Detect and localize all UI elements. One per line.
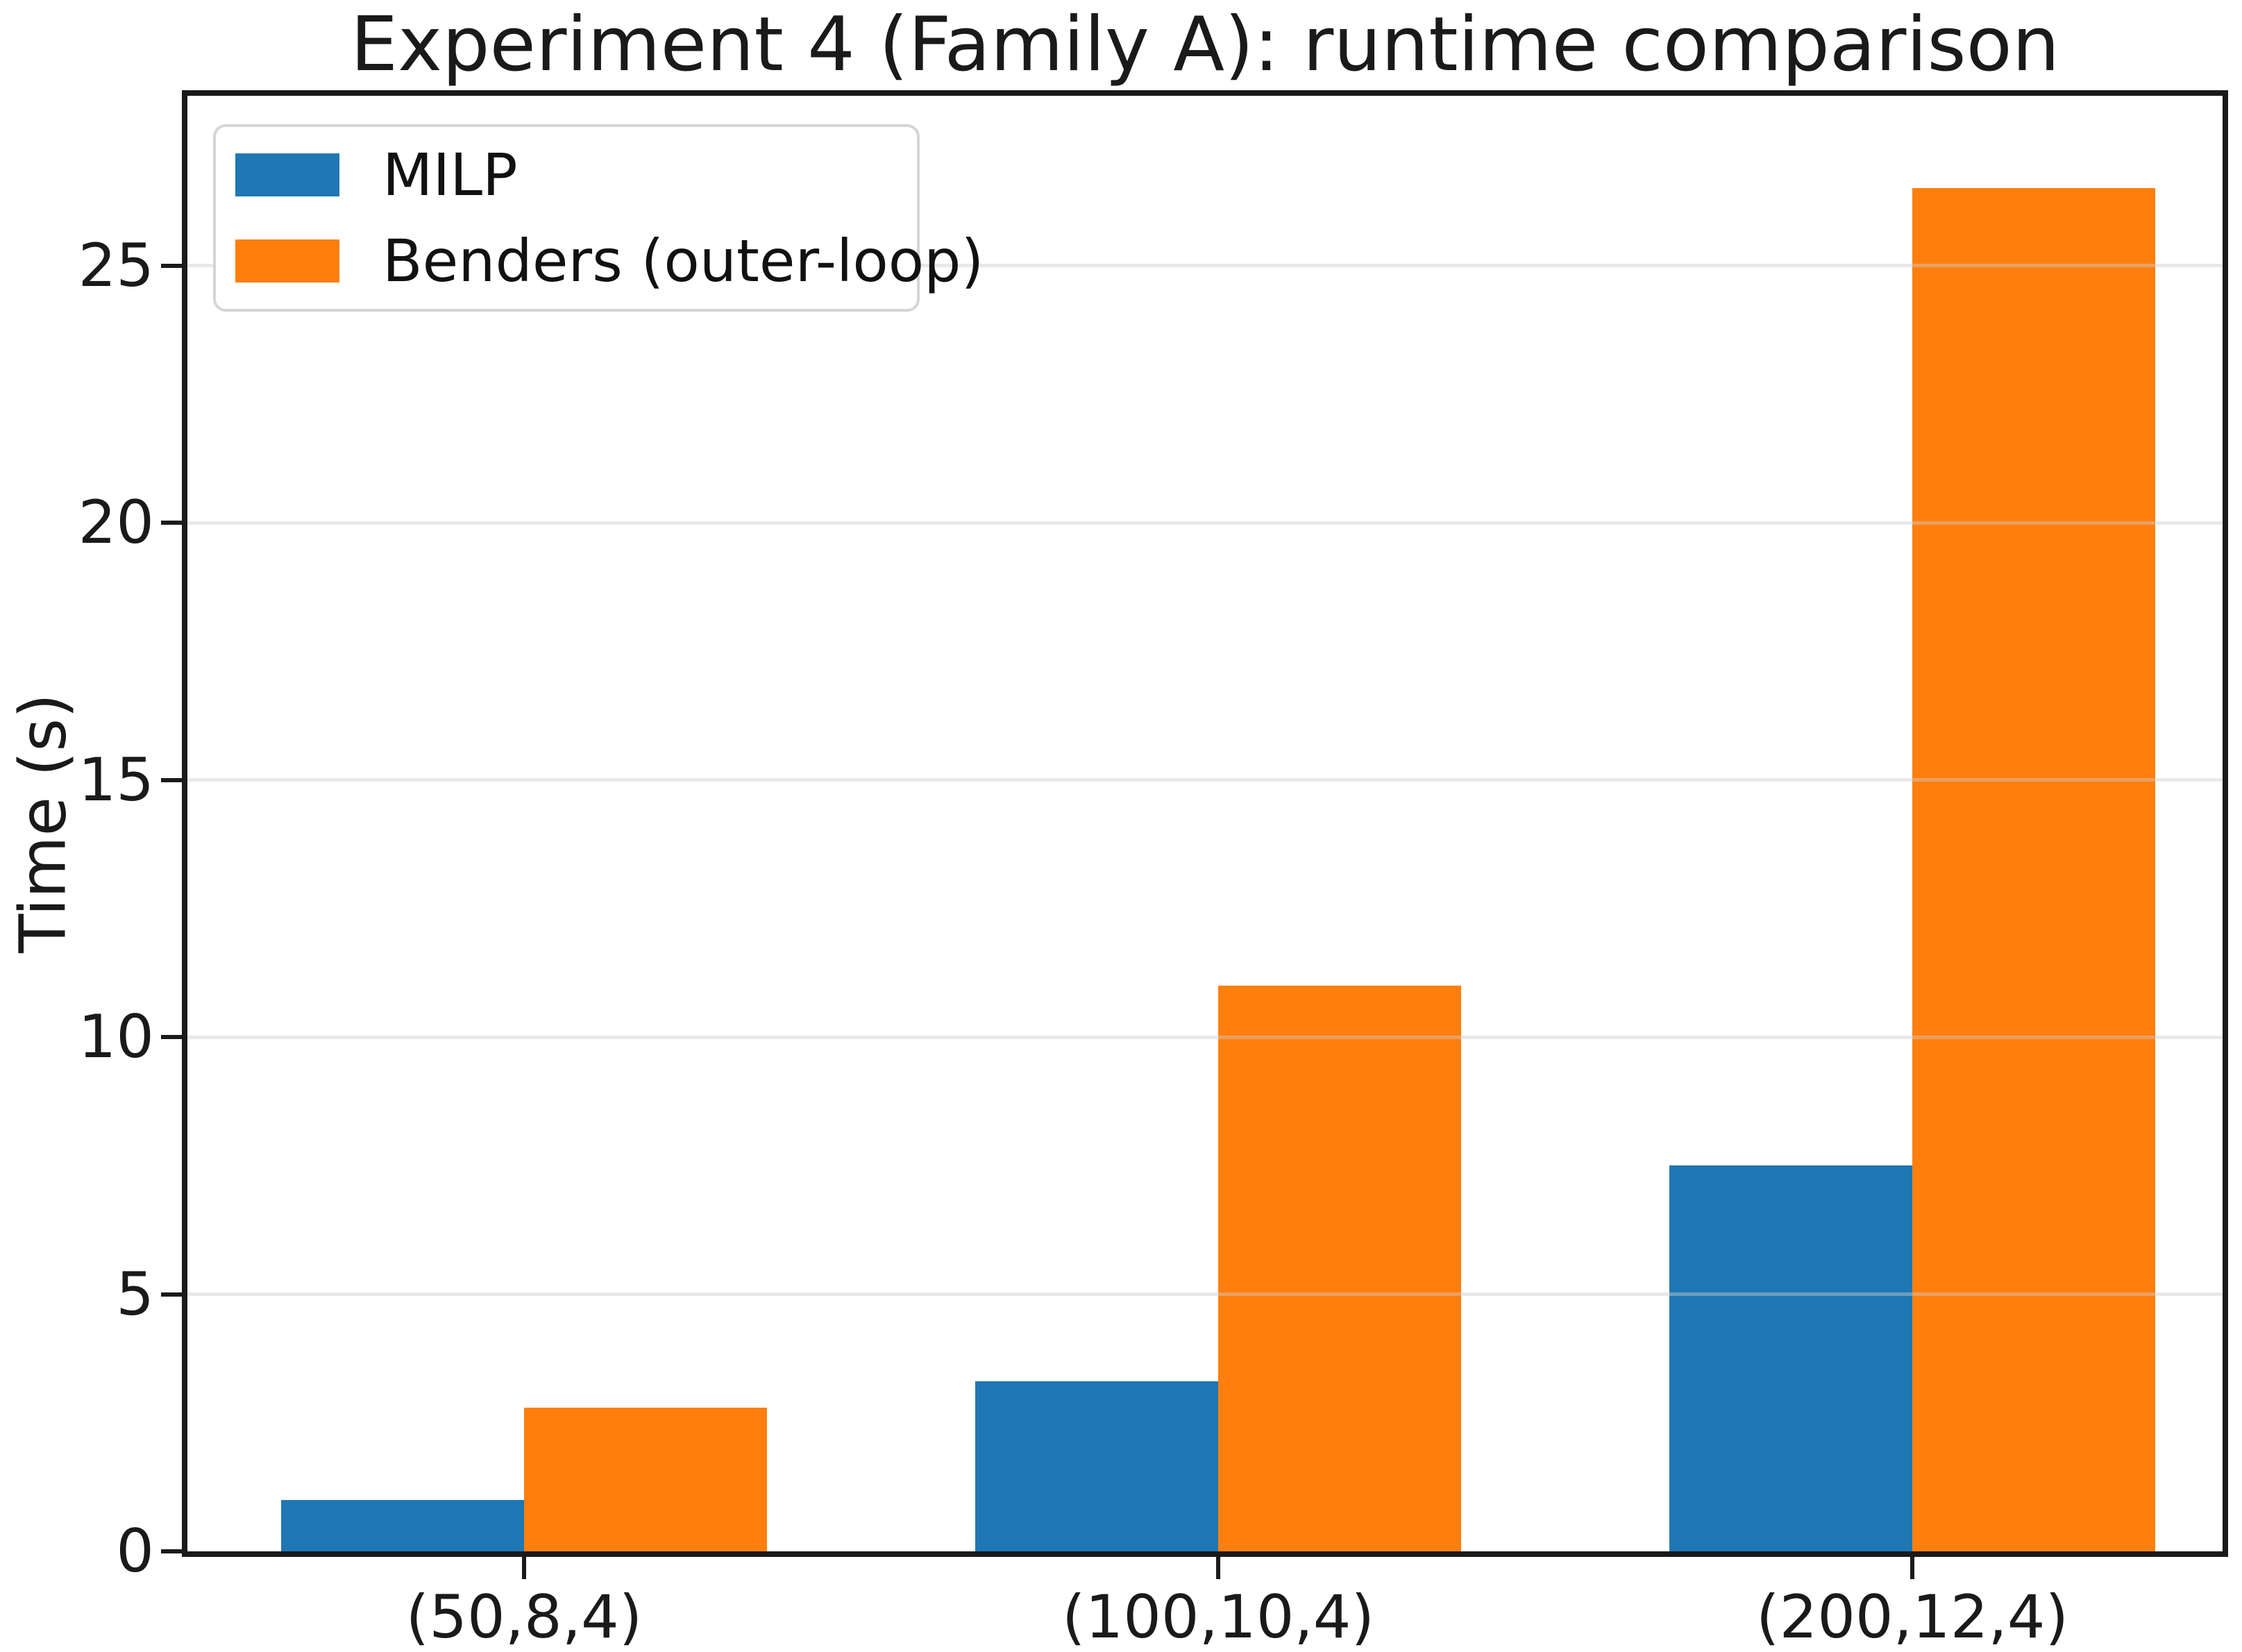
gridline-y15 [187,778,2223,782]
bar-milp-0 [281,1500,524,1551]
x-tick-label-1: (100,10,4) [1061,1583,1375,1652]
y-axis-label: Time (s) [6,693,81,954]
plot-area [182,90,2228,1557]
y-tick-label-0: 0 [116,1517,154,1586]
gridline-y5 [187,1292,2223,1296]
legend-row-milp: MILP [235,146,917,204]
gridline-y10 [187,1036,2223,1039]
y-tick-mark-0 [161,1549,183,1553]
y-tick-mark-10 [161,1035,183,1039]
legend-swatch-benders [235,239,339,283]
bar-milp-2 [1669,1165,1912,1551]
y-tick-label-15: 15 [78,745,154,815]
y-tick-label-20: 20 [78,488,154,557]
y-tick-mark-25 [161,264,183,268]
legend-label-benders: Benders (outer-loop) [382,227,984,295]
x-tick-mark-0 [522,1557,526,1579]
bar-benders-1 [1218,986,1461,1551]
chart-title: Experiment 4 (Family A): runtime compari… [350,1,2060,88]
x-tick-label-0: (50,8,4) [405,1583,643,1652]
bar-benders-0 [524,1408,767,1551]
gridline-y20 [187,521,2223,525]
legend-label-milp: MILP [382,141,518,209]
bar-milp-1 [975,1381,1218,1551]
bar-benders-2 [1912,188,2155,1551]
y-tick-label-5: 5 [116,1260,154,1329]
y-tick-mark-15 [161,778,183,782]
legend-swatch-milp [235,153,339,196]
x-tick-label-2: (200,12,4) [1755,1583,2069,1652]
plot-inner [187,96,2223,1551]
y-tick-label-25: 25 [78,231,154,301]
y-tick-mark-5 [161,1292,183,1297]
legend: MILP Benders (outer-loop) [213,124,984,312]
y-tick-label-10: 10 [78,1002,154,1072]
legend-row-benders: Benders (outer-loop) [235,232,984,290]
y-tick-mark-20 [161,521,183,525]
x-tick-mark-2 [1910,1557,1914,1579]
gridline-y25 [187,264,2223,267]
x-tick-mark-1 [1216,1557,1220,1579]
